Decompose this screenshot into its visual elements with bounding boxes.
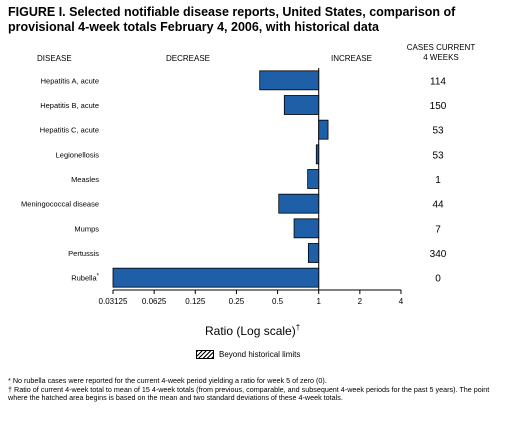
category-label: Rubella*	[71, 274, 99, 283]
bar	[283, 95, 320, 115]
cases-count: 44	[432, 200, 444, 211]
footnotes: * No rubella cases were reported for the…	[8, 376, 503, 403]
x-tick-label: 0.0625	[142, 297, 167, 306]
cases-count: 0	[435, 274, 441, 285]
x-tick-label: 1	[316, 297, 321, 306]
category-label: Hepatitis C, acute	[40, 126, 99, 135]
bar	[307, 243, 320, 263]
legend-label: Beyond historical limits	[219, 350, 301, 359]
bar	[112, 267, 320, 288]
footnote-star-mark: *	[8, 376, 11, 385]
header-increase: INCREASE	[331, 54, 372, 63]
footnote-dagger: † Ratio of current 4-week total to mean …	[8, 384, 503, 403]
header-cases: CASES CURRENT 4 WEEKS	[391, 43, 491, 63]
bar	[315, 144, 320, 165]
bar	[259, 70, 320, 91]
footnote-dagger-text: Ratio of current 4-week total to mean of…	[8, 384, 490, 403]
x-tick-label: 4	[399, 297, 404, 306]
x-axis-label-text: Ratio (Log scale)	[205, 324, 296, 338]
bar	[318, 119, 329, 140]
x-tick-label: 0.03125	[99, 297, 128, 306]
x-tick-label: 0.5	[272, 297, 284, 306]
x-tick-label: 2	[358, 297, 363, 306]
header-decrease: DECREASE	[166, 54, 211, 63]
bar	[307, 169, 320, 189]
hatched-swatch-icon	[196, 350, 214, 359]
figure-title: FIGURE I. Selected notifiable disease re…	[8, 5, 456, 34]
cases-count: 340	[430, 249, 447, 260]
bar	[293, 218, 320, 239]
cases-count: 1	[435, 175, 441, 186]
x-tick-label: 0.125	[185, 297, 206, 306]
x-tick-label: 0.25	[229, 297, 245, 306]
bar	[278, 193, 320, 214]
cases-count: 53	[432, 150, 444, 161]
cases-count: 114	[430, 76, 446, 87]
category-label: Hepatitis B, acute	[40, 101, 99, 110]
legend: Beyond historical limits	[196, 350, 300, 359]
cases-count: 53	[432, 126, 444, 137]
category-label: Hepatitis A, acute	[41, 76, 99, 85]
category-footnote-mark: *	[97, 274, 100, 280]
category-label: Legionellosis	[56, 150, 100, 159]
footnote-star-text: No rubella cases were reported for the c…	[12, 376, 327, 385]
category-label: Meningococcal disease	[21, 200, 99, 209]
x-axis-label: Ratio (Log scale)†	[205, 323, 300, 338]
header-disease: DISEASE	[37, 54, 72, 63]
footnote-star: * No rubella cases were reported for the…	[8, 376, 503, 386]
cases-count: 150	[430, 101, 447, 112]
x-axis-label-dagger: †	[295, 323, 301, 332]
footnote-dagger-mark: †	[8, 384, 12, 394]
header-cases-line1: CASES CURRENT	[406, 43, 476, 52]
category-label: Measles	[71, 175, 99, 184]
category-label: Mumps	[74, 224, 99, 233]
category-label: Pertussis	[68, 249, 99, 258]
header-cases-line2: 4 WEEKS	[423, 53, 459, 62]
cases-count: 7	[435, 224, 441, 235]
